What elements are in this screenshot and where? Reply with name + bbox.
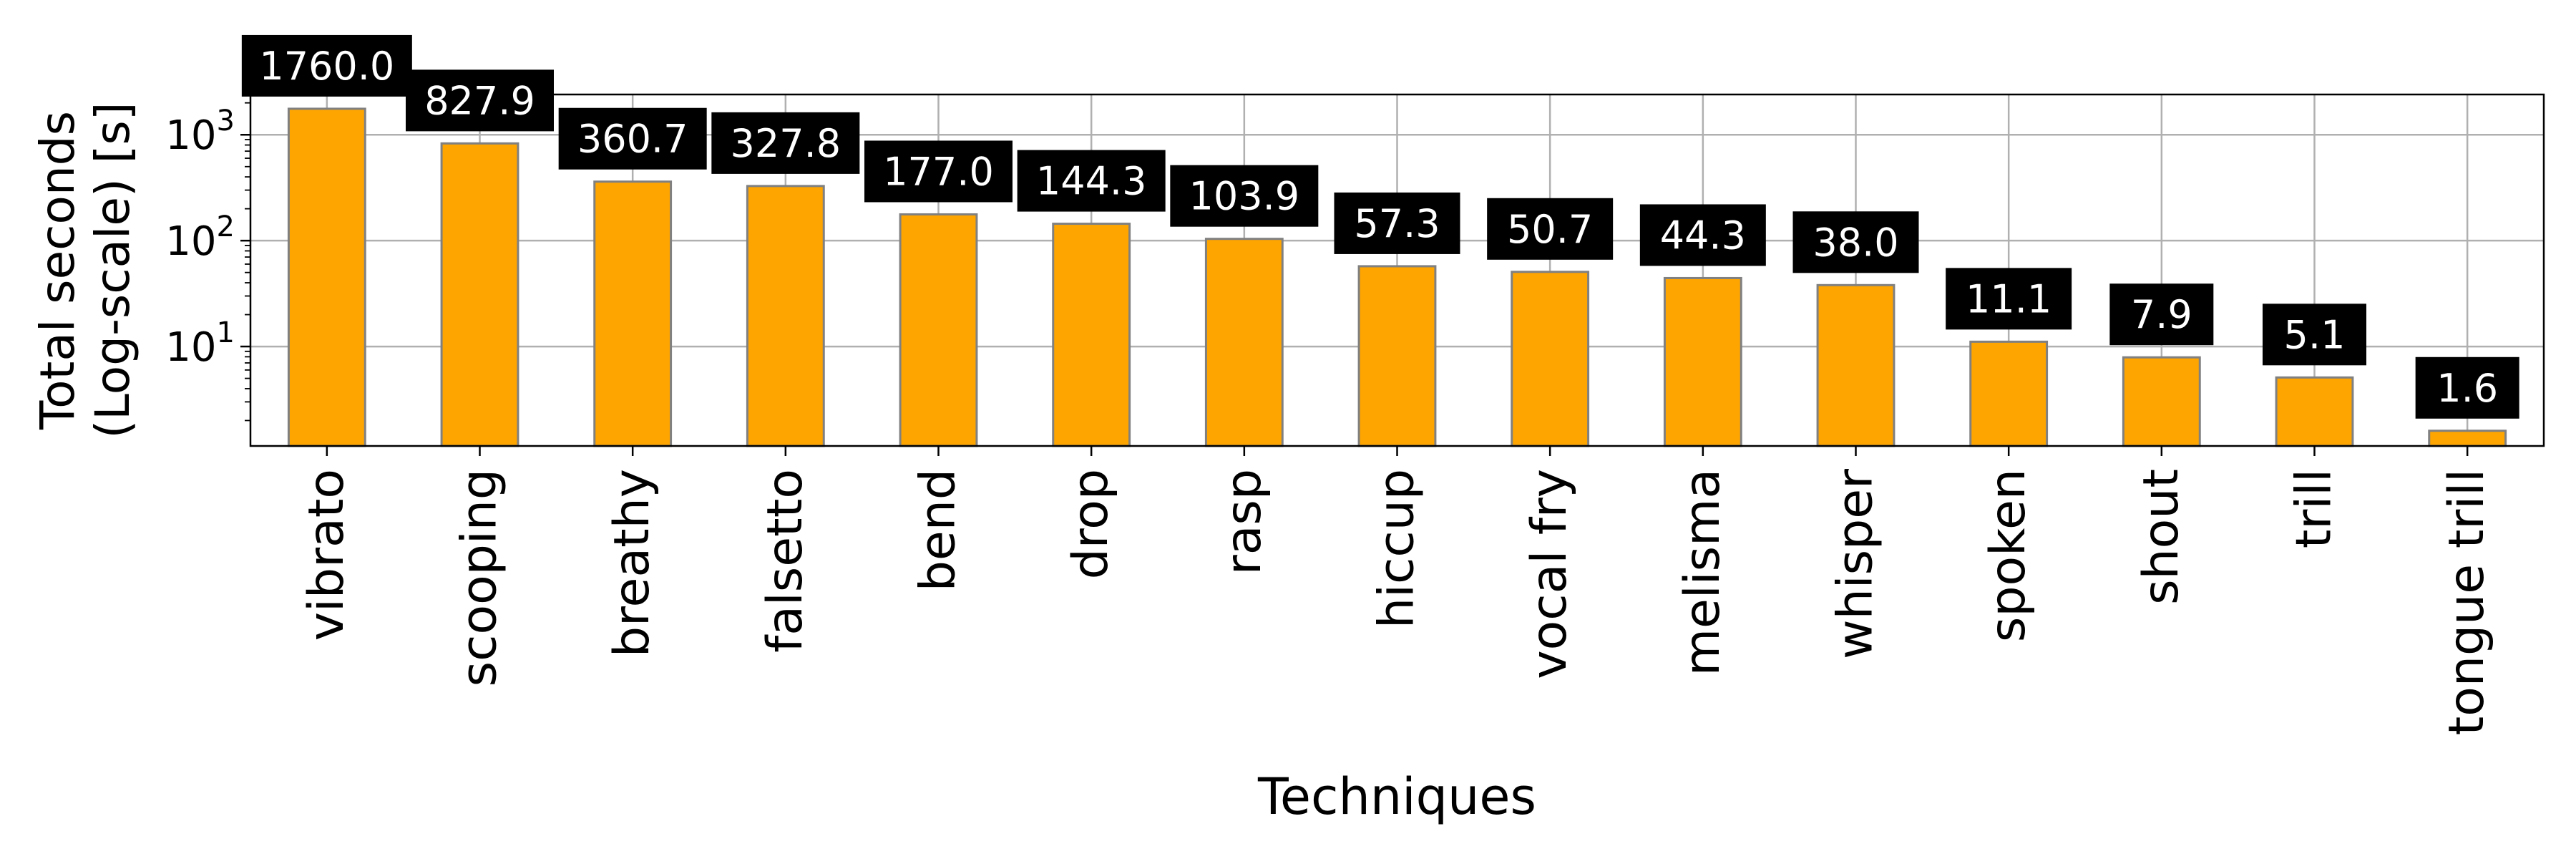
x-tick-label-6: rasp: [1216, 469, 1272, 575]
bar-bend: [899, 213, 978, 447]
data-label-box-11: [1946, 268, 2072, 330]
data-label-5: 144.3: [1036, 159, 1147, 204]
data-label-0: 1760.0: [259, 44, 394, 89]
data-label-box-1: [406, 69, 554, 132]
data-label-box-13: [2263, 304, 2366, 366]
data-label-box-6: [1170, 165, 1319, 227]
bar-tongue-trill: [2428, 430, 2507, 447]
y-axis-label-line-2: (Log-scale) [s]: [85, 102, 140, 438]
data-label-11: 11.1: [1966, 276, 2051, 321]
data-label-layer: 1760.0 827.9 360.7 327.8 177.0 144.3 103.9 57.3…: [241, 34, 2519, 419]
x-tick-label-4: bend: [910, 469, 967, 591]
data-label-box-14: [2415, 356, 2519, 419]
x-axis-label: Techniques: [1257, 767, 1536, 826]
x-tick-label-12: shout: [2133, 469, 2190, 605]
x-tick-label-2: breathy: [604, 469, 660, 657]
data-label-7: 57.3: [1354, 201, 1440, 246]
data-label-4: 177.0: [883, 149, 994, 194]
data-label-box-4: [864, 140, 1013, 203]
data-label-6: 103.9: [1189, 174, 1300, 219]
x-tick-label-7: hiccup: [1369, 469, 1425, 629]
y-axis-label-line-1: Total seconds: [30, 111, 85, 430]
data-label-box-2: [558, 107, 707, 170]
bar-melisma: [1663, 276, 1742, 447]
x-tick-label-9: melisma: [1674, 469, 1731, 676]
data-label-box-3: [711, 112, 860, 174]
bar-whisper: [1816, 283, 1896, 447]
y-tick-label-0: 101: [165, 316, 235, 371]
bar-vocal-fry: [1511, 271, 1590, 447]
x-axis-ticks: vibrato scooping breathy falsetto bend drop ra…: [298, 446, 2495, 735]
y-tick-label-2: 103: [165, 105, 235, 159]
data-label-2: 360.7: [577, 117, 688, 162]
bar-falsetto: [746, 185, 825, 447]
bar-scooping: [440, 142, 519, 447]
x-tick-label-11: spoken: [1980, 469, 2036, 642]
data-label-box-8: [1487, 198, 1614, 260]
bar-layer: [287, 107, 2507, 447]
x-tick-label-8: vocal fry: [1521, 469, 1578, 679]
data-label-box-5: [1017, 150, 1166, 212]
data-label-10: 38.0: [1813, 220, 1898, 265]
data-label-box-9: [1639, 204, 1766, 266]
data-label-8: 50.7: [1507, 207, 1593, 252]
y-tick-label-1: 102: [165, 210, 235, 265]
x-tick-label-0: vibrato: [298, 469, 355, 641]
data-label-box-7: [1334, 192, 1460, 254]
x-tick-label-14: tongue trill: [2439, 469, 2495, 735]
data-label-12: 7.9: [2131, 292, 2192, 337]
data-label-3: 327.8: [731, 121, 841, 166]
bar-drop: [1052, 223, 1131, 447]
y-axis-ticks: 101 102 103: [165, 102, 250, 422]
x-tick-label-1: scooping: [452, 469, 508, 686]
data-label-box-10: [1792, 211, 1919, 273]
x-tick-label-3: falsetto: [757, 469, 814, 653]
bar-rasp: [1204, 238, 1284, 447]
x-tick-label-13: trill: [2286, 469, 2343, 548]
data-label-1: 827.9: [424, 78, 535, 123]
data-label-9: 44.3: [1660, 213, 1746, 258]
bar-shout: [2122, 356, 2201, 447]
x-tick-label-10: whisper: [1828, 469, 1884, 659]
data-label-box-0: [241, 34, 412, 97]
bar-spoken: [1969, 340, 2049, 447]
x-tick-label-5: drop: [1063, 469, 1119, 579]
data-label-14: 1.6: [2436, 366, 2498, 411]
bar-hiccup: [1357, 265, 1437, 447]
data-label-box-12: [2109, 283, 2214, 346]
bar-vibrato: [287, 107, 366, 447]
bar-trill: [2275, 376, 2354, 447]
data-label-13: 5.1: [2284, 312, 2346, 357]
bar-breathy: [593, 180, 673, 447]
